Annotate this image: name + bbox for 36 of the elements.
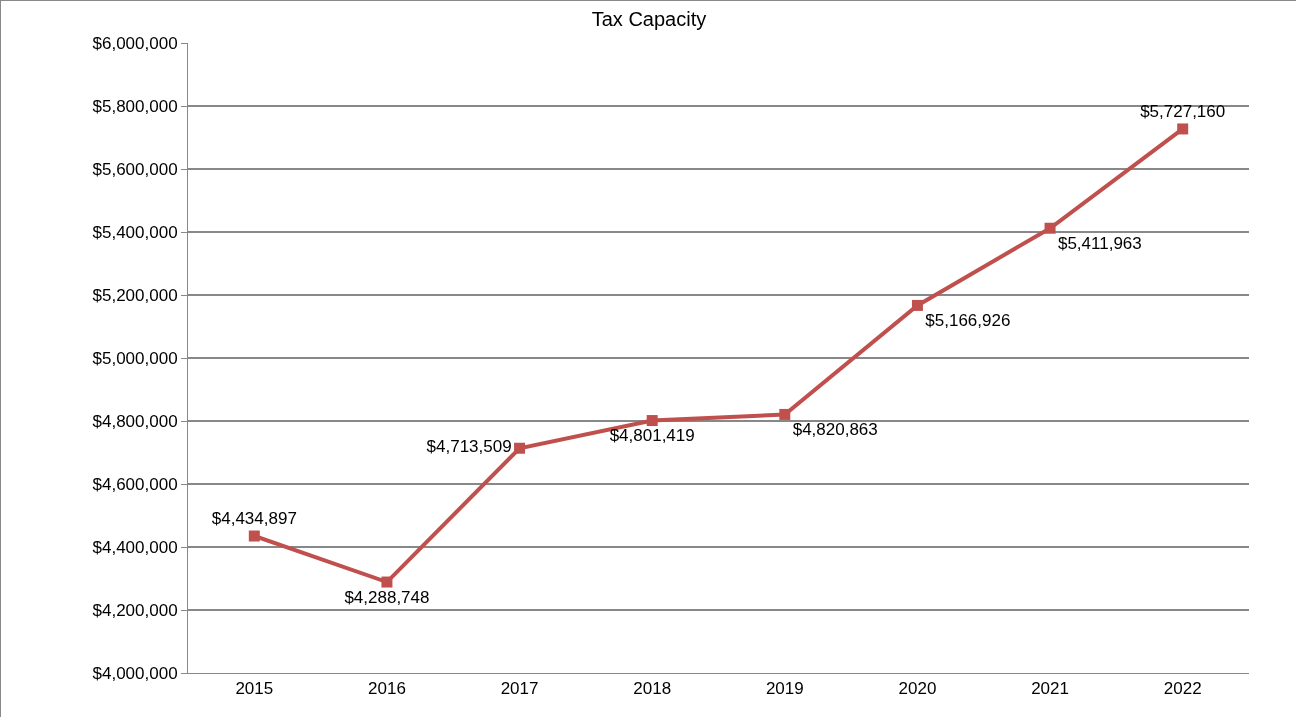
y-tick-label: $4,400,000	[92, 537, 178, 557]
point	[514, 442, 526, 454]
x-tick-label: 2022	[1163, 679, 1202, 699]
y-tick-label: $4,000,000	[92, 663, 178, 683]
data-label: $4,288,748	[344, 587, 430, 607]
x-tick-label: 2018	[633, 679, 672, 699]
data-label: $4,820,863	[792, 420, 878, 440]
x-tick-label: 2015	[235, 679, 274, 699]
y-tick-label: $5,800,000	[92, 96, 178, 116]
point	[1177, 123, 1189, 135]
x-tick-label: 2016	[368, 679, 406, 699]
point	[646, 415, 658, 427]
x-tick-label: 2017	[500, 679, 539, 699]
data-label: $5,411,963	[1057, 233, 1142, 253]
y-tick-label: $6,000,000	[92, 33, 178, 53]
point	[248, 530, 260, 542]
point	[779, 408, 791, 420]
point	[911, 299, 923, 311]
data-label: $4,713,509	[426, 437, 512, 457]
y-tick-label: $5,000,000	[92, 348, 178, 368]
point	[381, 576, 393, 588]
data-label: $4,801,419	[609, 426, 695, 446]
data-label: $5,166,926	[925, 311, 1011, 331]
y-tick-label: $5,200,000	[92, 285, 178, 305]
data-label: $5,727,160	[1140, 101, 1226, 121]
y-tick-label: $5,400,000	[92, 222, 178, 242]
data-label: $4,434,897	[211, 508, 297, 528]
point	[1044, 222, 1056, 234]
x-tick-label: 2019	[765, 679, 804, 699]
y-tick-label: $4,800,000	[92, 411, 178, 431]
y-tick-label: $4,600,000	[92, 474, 178, 494]
y-tick-label: $4,200,000	[92, 600, 178, 620]
x-tick-label: 2020	[898, 679, 937, 699]
y-tick-label: $5,600,000	[92, 159, 178, 179]
x-tick-label: 2021	[1031, 679, 1069, 699]
chart-title: Tax Capacity	[591, 7, 707, 30]
